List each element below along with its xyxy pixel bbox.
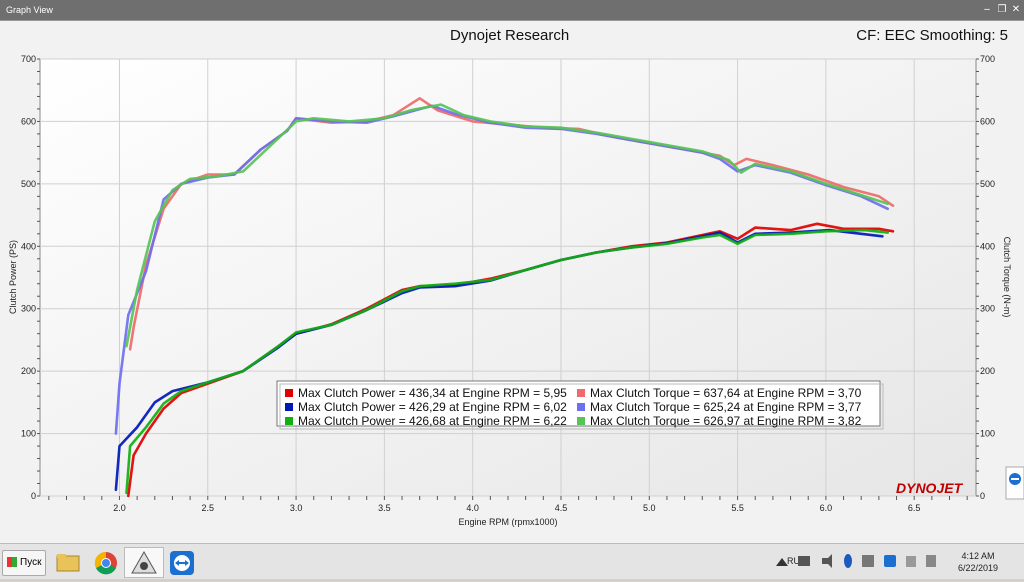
dynojet-logo-text: DYNOJET xyxy=(896,480,964,496)
clock[interactable]: 4:12 AM 6/22/2019 xyxy=(958,550,998,574)
clock-time: 4:12 AM xyxy=(961,551,995,561)
chrome-button[interactable] xyxy=(86,547,126,578)
chrome-icon xyxy=(94,551,117,575)
x-tick-label: 4.0 xyxy=(466,503,479,513)
minimize-icon[interactable]: – xyxy=(984,4,990,15)
series-line-torque-4 xyxy=(128,97,895,351)
y2-tick-label: 200 xyxy=(980,366,995,376)
legend-swatch xyxy=(285,417,293,425)
x-tick-label: 3.0 xyxy=(290,503,303,513)
file-explorer-button[interactable] xyxy=(48,547,88,578)
x-tick-label: 5.5 xyxy=(731,503,744,513)
x-tick-label: 3.5 xyxy=(378,503,391,513)
y-axis-label: Clutch Power (PS) xyxy=(8,240,18,314)
x-tick-label: 4.5 xyxy=(555,503,568,513)
security-icon[interactable] xyxy=(926,555,936,567)
windows-flag-icon xyxy=(7,557,17,568)
legend-label: Max Clutch Torque = 625,24 at Engine RPM… xyxy=(590,400,862,414)
legend-swatch xyxy=(577,417,585,425)
y-tick-label: 100 xyxy=(21,429,36,439)
show-hidden-icons-icon[interactable] xyxy=(776,558,788,566)
update-icon[interactable] xyxy=(862,555,874,567)
y-tick-label: 300 xyxy=(21,304,36,314)
teamviewer-side-icon[interactable] xyxy=(1005,466,1024,500)
legend-swatch xyxy=(285,389,293,397)
folder-icon xyxy=(56,554,80,572)
device-icon[interactable] xyxy=(906,556,916,567)
y2-tick-label: 300 xyxy=(980,304,995,314)
cf-label: CF: EEC Smoothing: 5 xyxy=(856,27,1008,44)
series-line-torque-6 xyxy=(125,103,889,348)
y-tick-label: 700 xyxy=(21,54,36,64)
x-tick-label: 6.5 xyxy=(908,503,921,513)
y2-axis-label: Clutch Torque (N-m) xyxy=(1002,237,1012,318)
y2-tick-label: 400 xyxy=(980,241,995,251)
axes: 0 0 100 100 200 200 300 300 400 400 500 500 600 600 70… xyxy=(21,54,995,513)
y-tick-label: 600 xyxy=(21,116,36,126)
x-tick-label: 2.5 xyxy=(202,503,215,513)
dyno-chart: 0 0 100 100 200 200 300 300 400 400 500 500 600 600 70… xyxy=(8,54,1024,527)
y-tick-label: 500 xyxy=(21,179,36,189)
legend-swatch xyxy=(285,403,293,411)
legend-entries: Max Clutch Power = 436,34 at Engine RPM … xyxy=(285,386,862,428)
x-tick-label: 2.0 xyxy=(113,503,126,513)
x-tick-label: 6.0 xyxy=(820,503,833,513)
x-tick-label: 5.0 xyxy=(643,503,656,513)
y-tick-label: 200 xyxy=(21,366,36,376)
y-tick-label: 400 xyxy=(21,241,36,251)
legend-swatch xyxy=(577,389,585,397)
y2-tick-label: 100 xyxy=(980,429,995,439)
teamviewer-icon xyxy=(170,551,194,575)
bluetooth-icon[interactable] xyxy=(844,554,852,568)
dynojet-logo: DYNOJET xyxy=(896,480,964,496)
legend-label: Max Clutch Torque = 637,64 at Engine RPM… xyxy=(590,386,862,400)
series-group xyxy=(114,97,895,498)
chart-title: Dynojet Research xyxy=(450,27,570,44)
winpep-button[interactable] xyxy=(124,547,164,578)
start-label: Пуск xyxy=(20,557,42,568)
y2-tick-label: 600 xyxy=(980,116,995,126)
volume-icon[interactable] xyxy=(822,554,832,568)
teamviewer-tray-icon[interactable] xyxy=(884,555,896,567)
series-line-power-3 xyxy=(125,228,889,495)
restore-icon[interactable]: ❐ xyxy=(997,4,1007,15)
y-tick-label: 0 xyxy=(31,491,36,501)
window-titlebar: Graph View – ❐ ✕ xyxy=(0,0,1024,20)
legend-label: Max Clutch Power = 436,34 at Engine RPM … xyxy=(298,386,567,400)
legend-label: Max Clutch Power = 426,29 at Engine RPM … xyxy=(298,400,567,414)
clock-date: 6/22/2019 xyxy=(957,563,998,573)
legend-label: Max Clutch Power = 426,68 at Engine RPM … xyxy=(298,414,567,428)
close-icon[interactable]: ✕ xyxy=(1011,4,1021,15)
start-button[interactable]: Пуск xyxy=(2,550,46,576)
x-axis-label: Engine RPM (rpmx1000) xyxy=(458,517,557,527)
teamviewer-button[interactable] xyxy=(162,547,202,578)
tray-icons xyxy=(776,554,936,568)
y2-tick-label: 0 xyxy=(980,491,985,501)
network-icon[interactable] xyxy=(798,556,810,566)
taskbar: Пуск RU 4:12 AM 6/22/2019 xyxy=(0,543,1024,579)
y2-tick-label: 700 xyxy=(980,54,995,64)
window-title: Graph View xyxy=(6,5,53,15)
legend-label: Max Clutch Torque = 626,97 at Engine RPM… xyxy=(590,414,862,428)
legend-box: Max Clutch Power = 436,34 at Engine RPM … xyxy=(276,380,884,430)
legend-swatch xyxy=(577,403,585,411)
y2-tick-label: 500 xyxy=(980,179,995,189)
dynojet-app-icon xyxy=(131,550,157,574)
language-indicator[interactable]: RU xyxy=(787,556,800,566)
